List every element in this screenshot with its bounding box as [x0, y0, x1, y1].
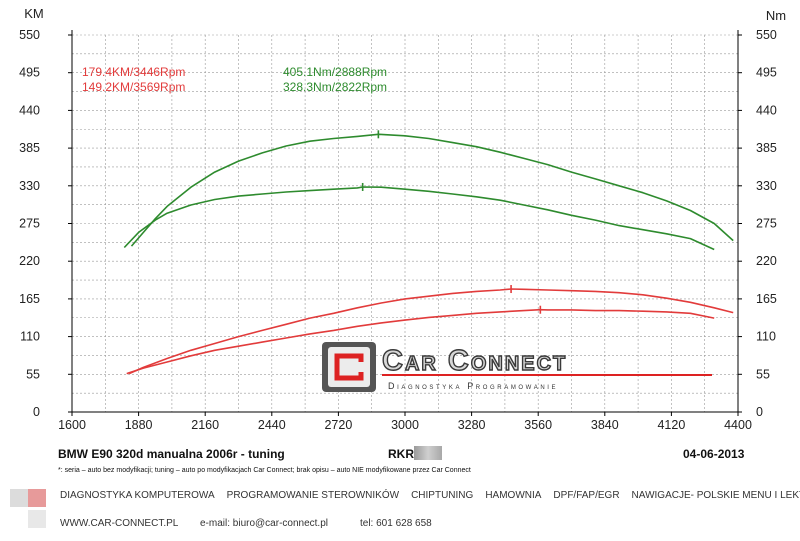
x-tick-label: 4400	[724, 418, 752, 432]
decor-square-red	[28, 489, 46, 507]
left-tick-label: 110	[20, 330, 40, 344]
email-contact[interactable]: e-mail: biuro@car-connect.pl	[200, 518, 328, 529]
x-tick-label: 2160	[191, 418, 219, 432]
decor-square-light	[28, 510, 46, 528]
x-tick-label: 3000	[391, 418, 419, 432]
dyno-chart: 1600 1880 2160 2440 2720 3000 3280 3560 3840 4120…	[19, 6, 786, 432]
service-item: HAMOWNIA	[485, 490, 542, 501]
chart-grid	[72, 34, 738, 412]
right-tick-label: 55	[756, 367, 770, 381]
service-item: DPF/FAP/EGR	[553, 490, 620, 501]
right-axis-label: Nm	[766, 8, 786, 23]
website-link[interactable]: WWW.CAR-CONNECT.PL	[60, 518, 179, 529]
left-tick-label: 495	[19, 66, 40, 80]
chart-axes: 1600 1880 2160 2440 2720 3000 3280 3560 3840 4120…	[19, 28, 777, 432]
annotation-torque-tuned: 405.1Nm/2888Rpm	[283, 65, 387, 79]
series-line-4	[123, 186, 715, 251]
series-line-1	[128, 288, 734, 375]
left-tick-label: 55	[26, 367, 40, 381]
right-tick-label: 0	[756, 405, 763, 419]
right-tick-label: 440	[756, 103, 777, 117]
service-item: PROGRAMOWANIE STEROWNIKÓW	[226, 490, 400, 501]
x-tick-label: 2720	[324, 418, 352, 432]
annotation-power-stock: 149.2KM/3569Rpm	[82, 80, 185, 94]
service-item: CHIPTUNING	[411, 490, 474, 501]
right-tick-label: 330	[756, 179, 777, 193]
left-tick-label: 220	[19, 254, 40, 268]
x-tick-label: 4120	[657, 418, 685, 432]
left-tick-label: 385	[19, 141, 40, 155]
right-tick-label: 275	[756, 217, 777, 231]
left-tick-label: 165	[19, 292, 40, 306]
right-tick-label: 495	[756, 66, 777, 80]
left-tick-label: 330	[19, 179, 40, 193]
logo-title: Car Connect	[382, 345, 567, 377]
left-tick-label: 440	[19, 103, 40, 117]
service-item: NAWIGACJE- POLSKIE MENU I LEKTOR	[631, 490, 800, 501]
left-tick-label: 275	[19, 217, 40, 231]
x-tick-label: 3840	[591, 418, 619, 432]
x-tick-label: 1600	[58, 418, 86, 432]
left-axis-label: KM	[24, 6, 44, 21]
x-tick-label: 2440	[258, 418, 286, 432]
legend-footnote: *: seria – auto bez modyfikacji; tuning …	[58, 467, 471, 474]
report-date: 04-06-2013	[683, 447, 745, 461]
right-tick-label: 550	[756, 28, 777, 42]
phone-contact: tel: 601 628 658	[360, 518, 432, 529]
report-code: RKR	[388, 447, 414, 461]
service-item: DIAGNOSTYKA KOMPUTEROWA	[60, 490, 215, 501]
right-tick-label: 220	[756, 254, 777, 268]
left-tick-label: 0	[33, 405, 40, 419]
services-list: DIAGNOSTYKA KOMPUTEROWA PROGRAMOWANIE ST…	[60, 490, 800, 501]
redacted-code	[414, 446, 442, 460]
x-tick-label: 1880	[125, 418, 153, 432]
annotation-torque-stock: 328.3Nm/2822Rpm	[283, 80, 387, 94]
left-tick-label: 550	[19, 28, 40, 42]
x-tick-label: 3560	[524, 418, 552, 432]
series-line-2	[126, 308, 715, 375]
chart-series	[123, 130, 734, 375]
right-tick-label: 385	[756, 141, 777, 155]
x-tick-label: 3280	[458, 418, 486, 432]
car-connect-logo: Car Connect Diagnostyka Programowanie	[322, 342, 712, 392]
decor-square-grey	[10, 489, 28, 507]
logo-tagline: Diagnostyka Programowanie	[388, 381, 558, 391]
vehicle-title: BMW E90 320d manualna 2006r - tuning	[58, 447, 285, 461]
annotation-power-tuned: 179.4KM/3446Rpm	[82, 65, 185, 79]
right-tick-label: 110	[756, 330, 776, 344]
right-tick-label: 165	[756, 292, 777, 306]
series-line-3	[130, 133, 734, 247]
